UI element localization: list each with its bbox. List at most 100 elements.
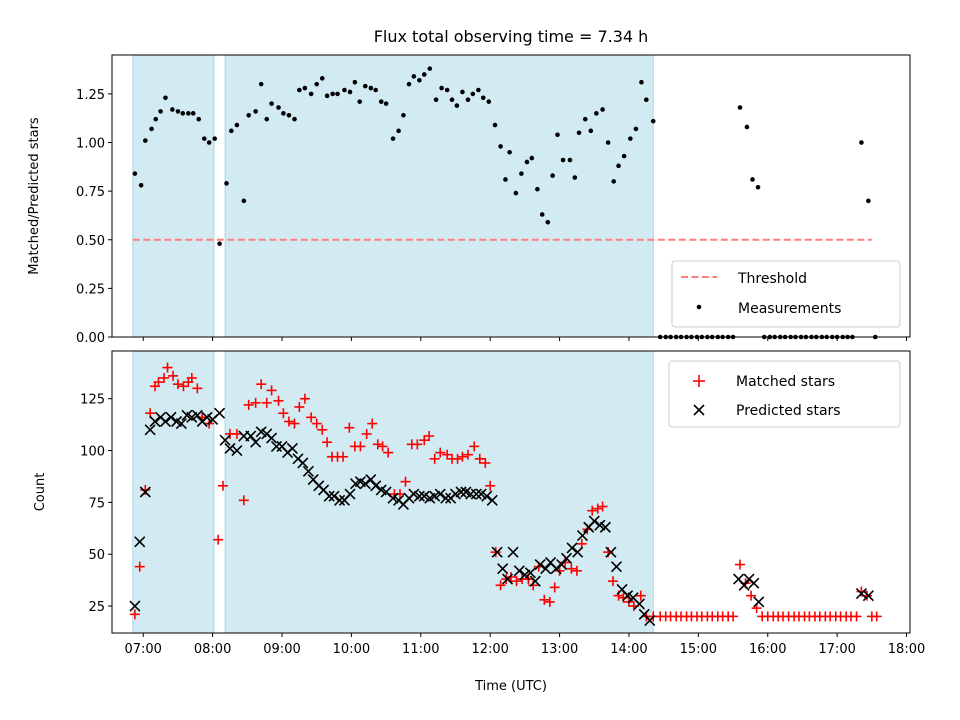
measurement-point — [588, 128, 594, 134]
measurement-point — [292, 116, 297, 122]
predicted-star-point — [455, 486, 467, 498]
matched-star-point — [592, 503, 603, 514]
measurement-point — [217, 241, 222, 246]
ratio-y-tick-label: 1.25 — [76, 88, 105, 103]
legend-measurement-label: Measurements — [738, 301, 841, 317]
matched-star-point — [728, 611, 739, 622]
count-legend: Matched stars Predicted stars — [668, 360, 901, 428]
predicted-star-point — [497, 563, 509, 575]
ratio-y-tick-label: 0.50 — [76, 234, 105, 249]
ratio-y-tick-label: 0.25 — [76, 282, 105, 297]
matched-star-point — [306, 412, 317, 423]
legend-threshold-label: Threshold — [737, 271, 807, 287]
predicted-star-point — [481, 490, 493, 502]
measurement-point — [357, 99, 363, 104]
matched-star-point — [442, 449, 453, 460]
predicted-star-point — [231, 444, 243, 457]
measurement-point — [750, 177, 755, 182]
predicted-star-point — [359, 478, 371, 490]
predicted-star-point — [610, 561, 623, 573]
x-tick-label: 09:00 — [263, 642, 300, 657]
measurement-point — [406, 81, 412, 87]
ratio-y-tick-label: 1.00 — [76, 137, 105, 152]
count-y-tick-label: 125 — [80, 393, 105, 408]
x-tick-label: 17:00 — [818, 642, 855, 657]
predicted-star-point — [753, 596, 765, 608]
matched-star-point — [278, 408, 289, 419]
matched-star-point — [597, 501, 608, 512]
observing-spans — [132, 55, 654, 337]
matched-star-point — [587, 505, 598, 516]
measurement-point — [529, 155, 535, 161]
measurement-point — [594, 111, 599, 116]
matched-star-point — [322, 437, 333, 448]
measurement-point — [241, 198, 247, 204]
predicted-star-point — [297, 457, 309, 469]
measurement-point — [246, 112, 252, 118]
predicted-star-point — [491, 546, 503, 558]
predicted-star-point — [486, 494, 498, 506]
measurement-point — [335, 91, 340, 97]
predicted-star-point — [440, 492, 452, 504]
measurement-point — [180, 111, 186, 116]
measurement-point — [486, 99, 492, 104]
matched-star-point — [544, 596, 555, 607]
matched-star-point — [129, 609, 140, 620]
ratio-legend: Threshold Measurements — [671, 260, 901, 328]
measurement-point — [143, 138, 148, 143]
predicted-star-point — [266, 432, 278, 444]
predicted-star-point — [139, 486, 151, 498]
matched-star-point — [294, 401, 305, 412]
matched-star-point — [608, 576, 619, 587]
matched-star-point — [213, 534, 224, 545]
measurement-point — [308, 91, 314, 97]
predicted-star-point — [507, 546, 519, 558]
ratio-panel: 0.00 0.25 0.50 0.75 1.00 1.25 Matched/Predict… — [27, 54, 911, 346]
measurement-point — [411, 74, 417, 79]
matched-star-point — [261, 397, 272, 408]
matched-star-point — [367, 418, 378, 429]
measurement-point — [449, 97, 455, 103]
matched-star-point — [192, 383, 203, 394]
measurement-point — [572, 175, 578, 180]
predicted-star-point — [302, 465, 314, 477]
predicted-star-point — [129, 600, 141, 612]
matched-star-point — [511, 576, 522, 587]
measurement-point — [454, 103, 460, 108]
measurement-point — [206, 140, 212, 145]
matched-star-point — [289, 418, 300, 429]
measurement-point — [476, 87, 481, 93]
measurement-point — [264, 116, 270, 122]
predicted-star-point — [134, 536, 146, 548]
predicted-star-point — [245, 430, 257, 442]
matched-star-point — [412, 439, 423, 450]
matched-star-point — [317, 424, 328, 435]
count-y-tick-label: 25 — [88, 600, 105, 615]
predicted-star-point — [534, 559, 546, 571]
measurement-point — [132, 171, 138, 176]
predicted-star-point — [855, 588, 867, 600]
matched-star-point — [218, 480, 229, 491]
measurement-point — [314, 81, 320, 87]
measurement-point — [492, 122, 498, 128]
measurement-point — [633, 126, 639, 132]
measurement-point — [342, 87, 347, 93]
matched-star-point — [746, 590, 757, 601]
matched-star-point — [452, 453, 463, 464]
matched-star-point — [311, 418, 322, 429]
measurement-point — [253, 109, 258, 114]
predicted-star-point — [470, 488, 482, 500]
legend-predicted-swatch — [693, 404, 705, 416]
predicted-star-point — [566, 542, 578, 554]
matched-star-point — [355, 441, 366, 452]
predicted-star-point — [344, 488, 356, 500]
measurement-point — [224, 181, 229, 186]
ratio-panel-frame — [111, 54, 911, 338]
matched-star-point — [162, 362, 173, 373]
predicted-star-point — [149, 415, 161, 428]
matched-star-point — [474, 453, 485, 464]
matched-star-point — [501, 574, 512, 585]
measurement-point — [373, 87, 378, 93]
predicted-star-point — [560, 552, 573, 564]
measurement-point — [258, 81, 264, 87]
